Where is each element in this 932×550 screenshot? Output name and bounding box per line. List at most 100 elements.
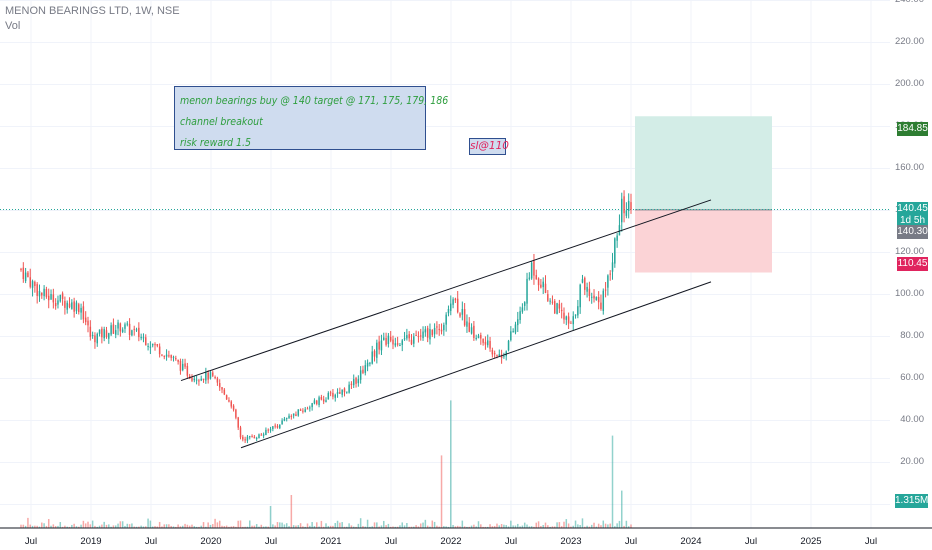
candle-body: [623, 196, 625, 214]
volume-bar: [489, 524, 491, 528]
candle-body: [424, 329, 427, 333]
candle-body: [186, 365, 189, 376]
price-tick-label: 20.00: [900, 456, 924, 468]
candle-body: [422, 331, 424, 339]
candle-body: [205, 372, 207, 381]
candle-body: [369, 362, 371, 364]
volume-bar: [269, 506, 272, 528]
candle-body: [290, 415, 293, 417]
volume-bar: [177, 524, 179, 528]
volume-bar: [426, 525, 429, 528]
candle-body: [415, 334, 417, 336]
time-tick-label: Jul: [864, 536, 878, 547]
volume-bar: [184, 523, 186, 528]
note-line-1: menon bearings buy @ 140 target @ 171, 1…: [180, 95, 449, 107]
volume-bar: [89, 524, 92, 528]
candle-body: [519, 311, 521, 320]
volume-bar: [288, 526, 290, 528]
note-line-2: channel breakout: [180, 116, 263, 128]
volume-bar: [117, 523, 119, 528]
volume-bar: [186, 524, 189, 528]
candle-body: [385, 337, 387, 345]
candle-body: [355, 378, 357, 384]
volume-bar: [73, 523, 75, 528]
candle-body: [200, 378, 202, 381]
volume-bar: [124, 525, 126, 528]
target-zone: [635, 116, 772, 210]
volume-bar: [364, 526, 367, 528]
volume-bar: [387, 523, 390, 528]
volume-bar: [202, 522, 205, 528]
volume-bar: [630, 524, 632, 528]
volume-bar: [600, 525, 602, 528]
candle-body: [378, 341, 380, 350]
volume-bar: [251, 525, 253, 528]
volume-bar: [556, 522, 558, 528]
candle-body: [346, 391, 348, 393]
candle-body: [128, 323, 131, 335]
candle-body: [20, 268, 22, 270]
candle-body: [595, 297, 598, 301]
candle-body: [292, 413, 295, 416]
volume-bar: [466, 526, 468, 528]
volume-bar: [304, 526, 306, 528]
volume-bar: [440, 455, 443, 528]
candle-body: [535, 275, 538, 280]
candle-body: [399, 345, 401, 347]
volume-bar: [22, 524, 25, 528]
volume-bar: [255, 524, 258, 528]
candle-body: [43, 288, 45, 297]
volume-bar: [486, 526, 489, 528]
volume-bar: [526, 524, 528, 528]
volume-bar: [609, 523, 611, 528]
volume-bar: [433, 521, 436, 528]
stop-loss-note[interactable]: sl@110: [469, 138, 509, 155]
candle-body: [230, 401, 233, 407]
volume-bar: [359, 518, 362, 528]
candle-body: [486, 340, 489, 346]
volume-bar: [274, 525, 276, 528]
candle-body: [142, 337, 145, 339]
volume-bar: [82, 520, 85, 528]
volume-bar: [246, 526, 249, 528]
candle-body: [572, 316, 574, 325]
trade-note-box[interactable]: menon bearings buy @ 140 target @ 171, 1…: [174, 86, 448, 150]
candle-body: [510, 331, 512, 341]
candle-body: [445, 314, 447, 325]
volume-value-label: 1.315M: [895, 494, 929, 508]
volume-bar: [447, 526, 450, 528]
volume-bar: [459, 526, 461, 528]
candle-body: [461, 309, 464, 315]
time-tick-label: 2025: [800, 536, 822, 547]
candle-body: [47, 295, 50, 301]
volume-bar: [105, 524, 108, 528]
candle-body: [126, 323, 129, 325]
volume-bar: [577, 524, 579, 528]
volume-bar: [454, 526, 457, 528]
volume-bar: [163, 524, 166, 528]
volume-bar: [535, 522, 538, 528]
time-tick-label: Jul: [144, 536, 158, 547]
volume-bar: [68, 526, 71, 528]
volume-bar: [339, 522, 341, 528]
candle-body: [193, 378, 196, 381]
candle-body: [91, 334, 94, 336]
price-tick-label: 160.00: [894, 162, 924, 174]
volume-bar: [20, 524, 22, 528]
volume-bar: [52, 524, 55, 528]
volume-bar: [316, 522, 318, 528]
volume-bar: [57, 525, 59, 528]
volume-bar: [96, 526, 98, 528]
volume-bar: [188, 525, 191, 528]
candle-body: [348, 384, 350, 393]
candle-body: [103, 329, 105, 339]
volume-bar: [572, 525, 574, 528]
volume-bar: [366, 519, 369, 528]
volume-bar: [45, 525, 48, 528]
volume-bar: [29, 524, 31, 528]
volume-bar: [84, 523, 87, 528]
candle-body: [560, 309, 563, 312]
candle-body: [406, 335, 408, 339]
volume-bar: [75, 526, 78, 528]
